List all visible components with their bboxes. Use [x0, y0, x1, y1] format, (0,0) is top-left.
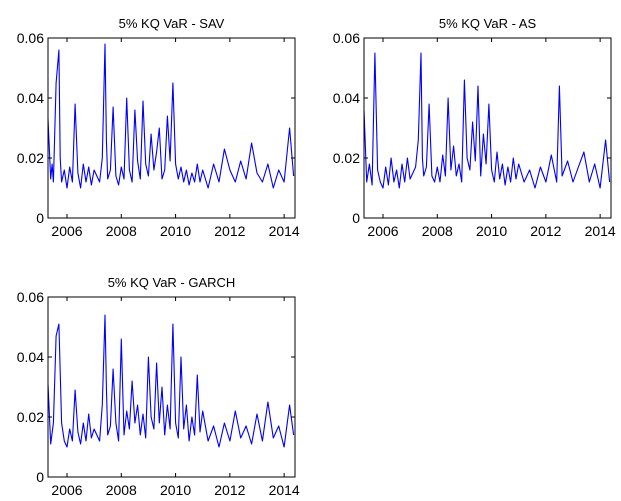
axes-frame [363, 37, 612, 219]
x-tick-label: 2014 [585, 223, 616, 239]
chart-title: 5% KQ VaR - GARCH [108, 275, 236, 290]
y-tick-label: 0.04 [17, 349, 44, 365]
y-tick-label: 0.04 [17, 90, 44, 106]
axes-frame [47, 296, 296, 478]
y-tick-label: 0.06 [17, 289, 44, 305]
y-tick-label: 0.04 [333, 90, 360, 106]
x-tick-label: 2014 [269, 223, 300, 239]
y-tick-label: 0.02 [17, 150, 44, 166]
chart-panel-2: 5% KQ VaR - AS 0 0.02 0.04 0.06 2006 2008 2010 2… [333, 16, 616, 239]
chart-panel-1: 5% KQ VaR - SAV 0 0.02 0.04 0.06 2006 2008 2010… [17, 16, 300, 239]
y-tick-label: 0 [352, 210, 360, 226]
series-line [47, 43, 295, 189]
series-line [363, 52, 611, 189]
x-tick-label: 2012 [214, 482, 245, 498]
axes-frame [47, 37, 296, 219]
x-tick-label: 2006 [51, 482, 82, 498]
y-tick-label: 0 [36, 210, 44, 226]
x-tick-label: 2008 [106, 223, 137, 239]
y-tick-label: 0.02 [17, 409, 44, 425]
x-tick-label: 2012 [530, 223, 561, 239]
x-tick-label: 2014 [269, 482, 300, 498]
y-tick-label: 0.02 [333, 150, 360, 166]
x-tick-label: 2010 [160, 223, 191, 239]
y-tick-label: 0 [36, 469, 44, 485]
y-tick-label: 0.06 [17, 30, 44, 46]
x-tick-label: 2010 [160, 482, 191, 498]
x-tick-label: 2006 [51, 223, 82, 239]
chart-title: 5% KQ VaR - AS [439, 16, 537, 31]
series-line [47, 314, 295, 448]
x-tick-label: 2008 [106, 482, 137, 498]
x-tick-label: 2010 [476, 223, 507, 239]
x-tick-label: 2012 [214, 223, 245, 239]
x-tick-label: 2008 [422, 223, 453, 239]
y-tick-label: 0.06 [333, 30, 360, 46]
chart-panel-3: 5% KQ VaR - GARCH 0 0.02 0.04 0.06 2006 2008 20… [17, 275, 300, 498]
chart-title: 5% KQ VaR - SAV [119, 16, 225, 31]
x-tick-label: 2006 [367, 223, 398, 239]
